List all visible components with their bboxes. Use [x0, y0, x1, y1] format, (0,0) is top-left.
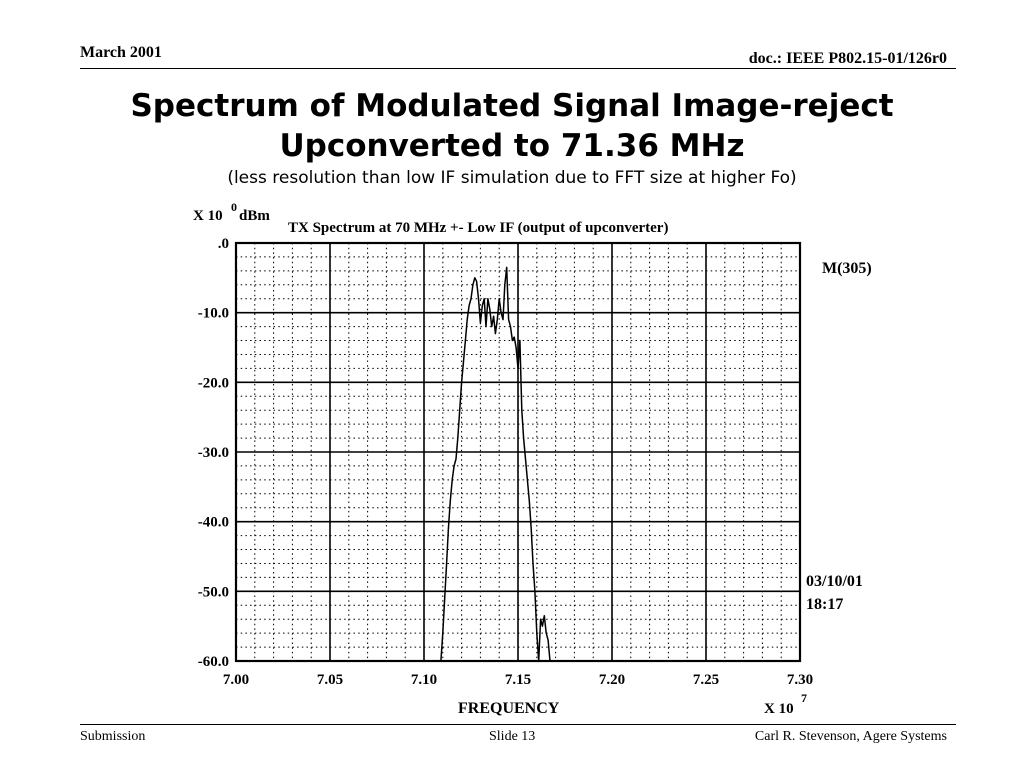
- chart-title: TX Spectrum at 70 MHz +- Low IF (output …: [288, 220, 668, 236]
- chart-frame: [234, 241, 802, 663]
- y-tick-label: .0: [218, 236, 229, 252]
- slide-title-line2: Upconverted to 71.36 MHz: [279, 128, 745, 164]
- header-date: March 2001: [80, 44, 162, 61]
- y-axis-label-prefix: X 10: [193, 208, 223, 224]
- chart-grid: [235, 242, 801, 662]
- x-tick-label: 7.00: [223, 672, 249, 688]
- slide-title: Spectrum of Modulated Signal Image-rejec…: [0, 86, 1024, 166]
- chart-trace-group: [440, 266, 551, 662]
- x-tick-label: 7.05: [317, 672, 343, 688]
- x-axis-label: FREQUENCY: [458, 700, 560, 717]
- y-axis-label-unit: dBm: [239, 208, 270, 224]
- footer-rule: [80, 724, 956, 725]
- y-tick-label: -10.0: [198, 306, 229, 322]
- footer-author: Carl R. Stevenson, Agere Systems: [754, 729, 947, 744]
- footer-submission: Submission: [80, 729, 146, 744]
- x-axis-multiplier-exponent: 7: [801, 691, 807, 705]
- y-axis-label-exponent: 0: [231, 200, 237, 214]
- y-tick-label: -60.0: [198, 654, 229, 670]
- spectrum-trace: [440, 266, 551, 662]
- y-tick-label: -40.0: [198, 515, 229, 531]
- x-tick-label: 7.30: [787, 672, 813, 688]
- header-doc-id: doc.: IEEE P802.15-01/126r0: [748, 50, 947, 67]
- slide-subtitle: (less resolution than low IF simulation …: [227, 168, 797, 188]
- y-tick-label: -20.0: [198, 375, 229, 391]
- x-axis-multiplier-prefix: X 10: [764, 701, 794, 717]
- timestamp-date: 03/10/01: [806, 573, 863, 590]
- footer-slide-number: Slide 13: [489, 729, 536, 744]
- marker-label: M(305): [822, 260, 872, 277]
- x-tick-label: 7.25: [693, 672, 719, 688]
- y-tick-label: -30.0: [198, 445, 229, 461]
- timestamp-time: 18:17: [806, 596, 843, 613]
- slide-title-line1: Spectrum of Modulated Signal Image-rejec…: [130, 88, 894, 124]
- x-tick-label: 7.15: [505, 672, 531, 688]
- chart-labels: 7.00 7.05 7.10 7.15 7.20 7.25 7.30 .0 -10.0 -20.0…: [198, 236, 813, 688]
- y-tick-label: -50.0: [198, 584, 229, 600]
- x-tick-label: 7.20: [599, 672, 625, 688]
- header-rule: [80, 68, 956, 69]
- x-tick-label: 7.10: [411, 672, 437, 688]
